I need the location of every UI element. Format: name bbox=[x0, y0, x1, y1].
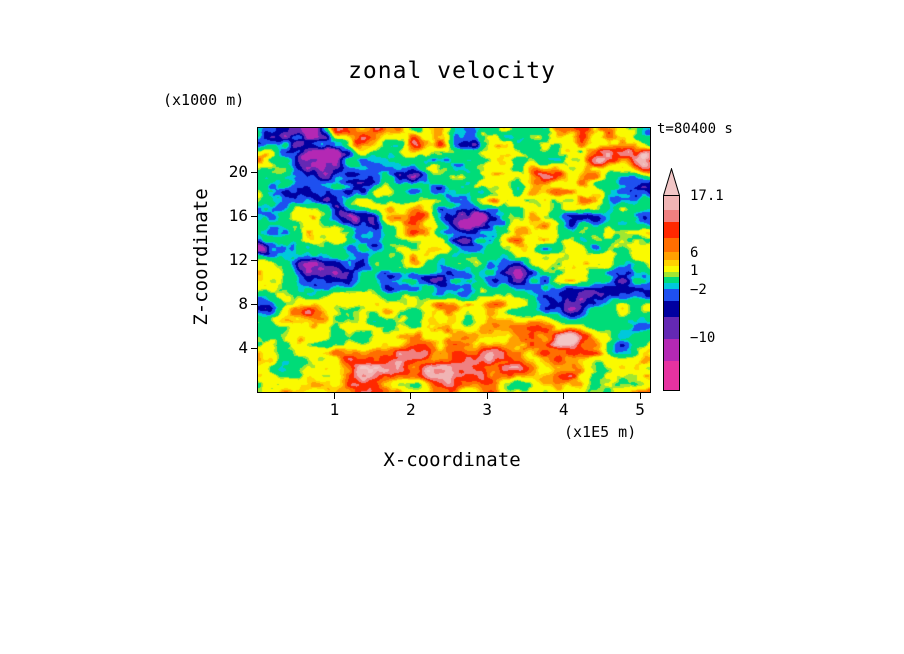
z-tick-label: 12 bbox=[228, 250, 248, 269]
colorbar-segment bbox=[664, 210, 679, 222]
z-tick bbox=[251, 347, 257, 349]
x-tick-label: 4 bbox=[558, 400, 569, 419]
z-tick-label: 8 bbox=[238, 294, 248, 313]
x-tick-label: 1 bbox=[329, 400, 340, 419]
colorbar-tick-label: −2 bbox=[690, 282, 707, 298]
colorbar-tip bbox=[663, 168, 680, 196]
colorbar-segment bbox=[664, 252, 679, 260]
z-tick bbox=[251, 259, 257, 261]
z-tick-label: 4 bbox=[238, 338, 248, 357]
x-tick-label: 5 bbox=[635, 400, 645, 419]
colorbar-segment bbox=[664, 301, 679, 317]
colorbar bbox=[663, 168, 680, 391]
colorbar-segment bbox=[664, 277, 679, 283]
z-tick bbox=[251, 171, 257, 173]
colorbar-tick-label: −10 bbox=[690, 330, 716, 346]
colorbar-segment bbox=[664, 196, 679, 210]
x-tick bbox=[486, 393, 488, 399]
x-tick bbox=[333, 393, 335, 399]
x-tick bbox=[410, 393, 412, 399]
colorbar-segment bbox=[664, 222, 679, 238]
colorbar-tick-label: 6 bbox=[690, 245, 699, 261]
z-axis-unit-label: (x1000 m) bbox=[163, 91, 245, 109]
colorbar-segment bbox=[664, 238, 679, 252]
z-tick bbox=[251, 215, 257, 217]
z-tick-label: 16 bbox=[228, 206, 248, 225]
colorbar-segment bbox=[664, 339, 679, 361]
x-axis-title: X-coordinate bbox=[383, 449, 521, 471]
timestamp-label: t=80400 s bbox=[657, 121, 733, 137]
colorbar-segment bbox=[664, 289, 679, 301]
colorbar-segment bbox=[664, 272, 679, 277]
colorbar-tick-label: 17.1 bbox=[690, 188, 724, 204]
x-axis-unit-label: (x1E5 m) bbox=[564, 423, 637, 441]
colorbar-segments bbox=[663, 196, 680, 391]
x-tick-label: 2 bbox=[405, 400, 416, 419]
colorbar-segment bbox=[664, 361, 679, 390]
colorbar-tick-label: 1 bbox=[690, 263, 699, 279]
colorbar-segment bbox=[664, 317, 679, 339]
x-tick bbox=[563, 393, 565, 399]
colorbar-segment bbox=[664, 260, 679, 266]
page-title: zonal velocity bbox=[348, 58, 556, 84]
z-tick bbox=[251, 303, 257, 305]
z-tick-label: 20 bbox=[228, 162, 248, 181]
plot-area bbox=[257, 127, 651, 393]
x-tick-label: 3 bbox=[482, 400, 493, 419]
x-tick bbox=[639, 393, 641, 399]
contour-field-canvas bbox=[258, 128, 650, 392]
colorbar-segment bbox=[664, 266, 679, 272]
colorbar-segment bbox=[664, 283, 679, 289]
